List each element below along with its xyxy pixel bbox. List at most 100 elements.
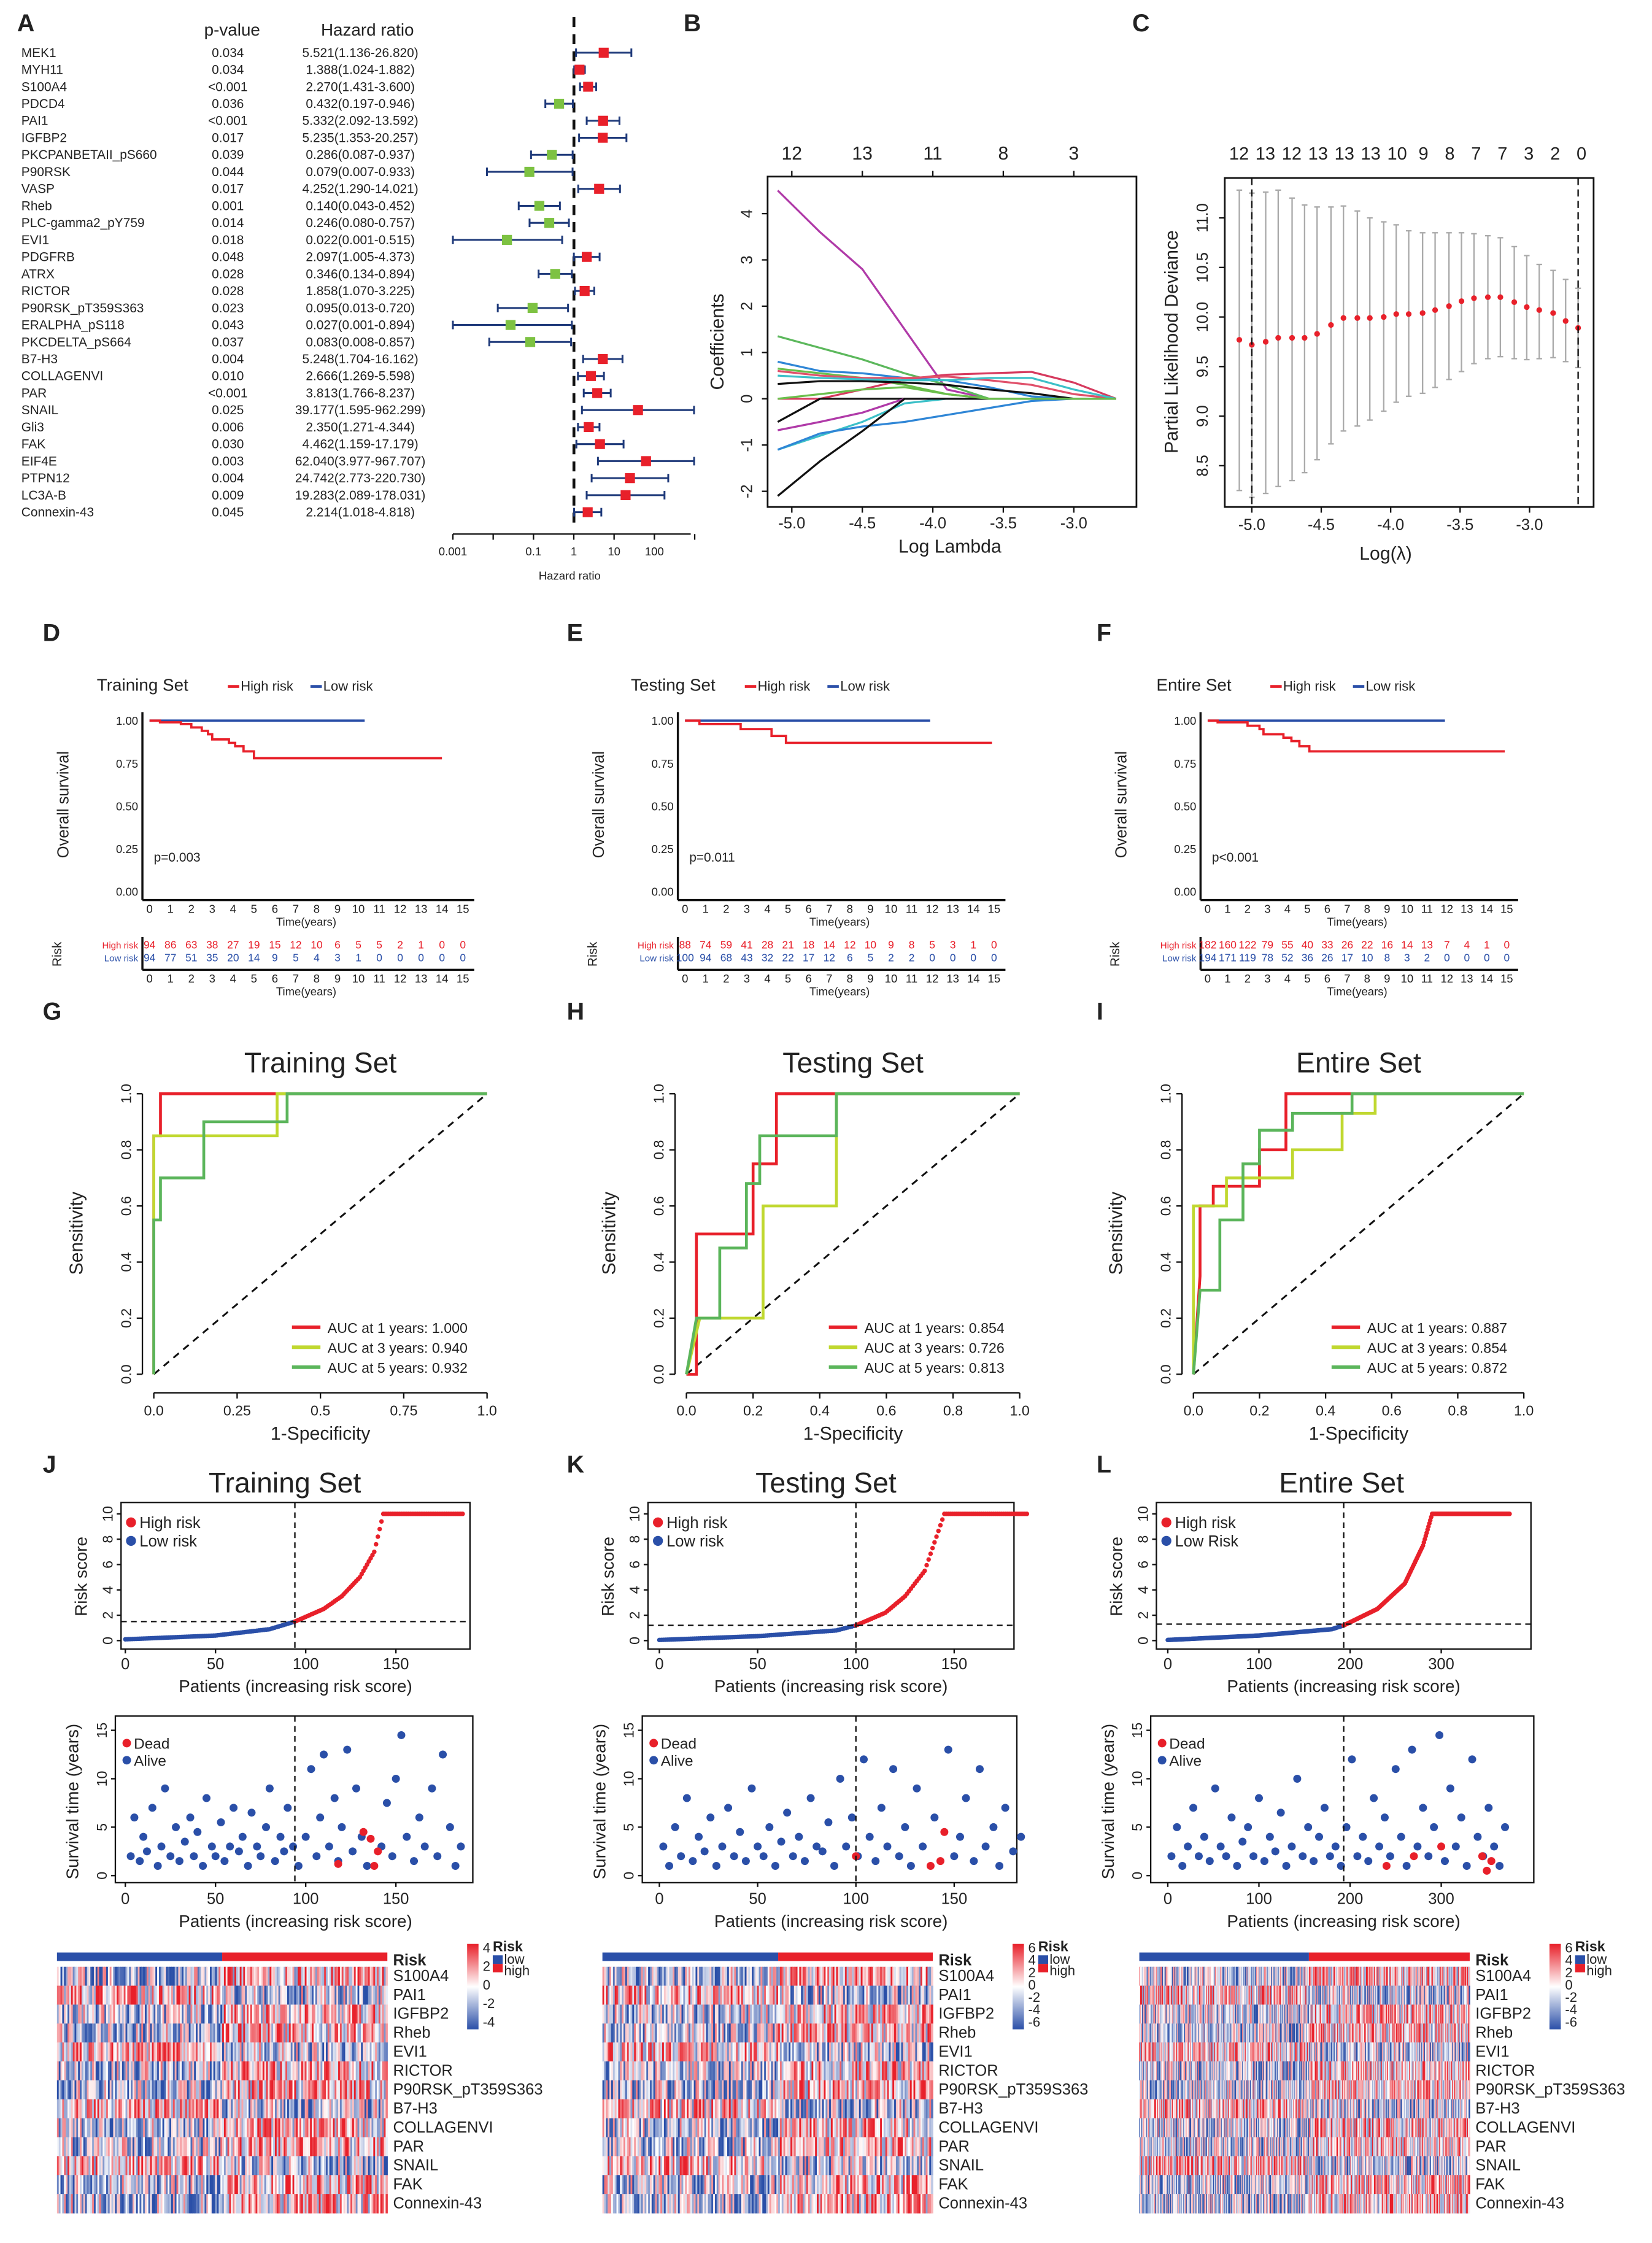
heatmap-cell	[56, 2080, 60, 2100]
risk-count: 5	[376, 939, 382, 951]
heatmap-cell	[250, 2004, 253, 2025]
heatmap-cell	[148, 1966, 151, 1986]
heatmap-cell	[378, 2023, 381, 2043]
heatmap-cell	[338, 2080, 341, 2100]
heatmap-cell	[72, 2023, 75, 2043]
heatmap-cell	[247, 2061, 249, 2081]
risk-x-tick-label: 1	[1224, 972, 1230, 985]
heatmap-cell	[373, 2061, 376, 2081]
heatmap-cell	[324, 1985, 326, 2006]
heatmap-cell	[129, 2004, 131, 2025]
risk-x-tick-label: 4	[1284, 972, 1291, 985]
heatmap-cell	[375, 2023, 377, 2043]
heatmap-cell	[113, 2023, 116, 2043]
heatmap-cell	[223, 2042, 226, 2062]
heatmap-cell	[233, 1985, 235, 2006]
x-tick-label: 12	[394, 903, 407, 916]
heatmap-cell	[145, 2099, 147, 2119]
heatmap-cell	[229, 2042, 232, 2062]
heatmap-cell	[338, 2023, 341, 2043]
heatmap-cell	[290, 2004, 293, 2025]
y-tick-label: 0	[621, 1872, 637, 1880]
alive-point	[343, 1745, 352, 1754]
heatmap-cell	[371, 1966, 374, 1986]
alive-point	[180, 1837, 189, 1846]
heatmap-cell	[152, 2061, 155, 2081]
heatmap-cell	[143, 2080, 145, 2100]
heatmap-cell	[288, 2080, 291, 2100]
heatmap-cell	[56, 2023, 60, 2043]
heatmap-cell	[299, 2080, 302, 2100]
alive-point	[877, 1804, 886, 1812]
heatmap-cell	[364, 2023, 367, 2043]
heatmap-cell	[290, 1966, 293, 1986]
heatmap-cell	[74, 1985, 77, 2006]
risk-count: 21	[782, 939, 793, 951]
row-p-value: 0.003	[212, 454, 244, 468]
heatmap-cell	[368, 2061, 371, 2081]
heatmap-cell	[385, 2099, 388, 2119]
heatmap-cell	[209, 2080, 212, 2100]
heatmap-cell	[377, 1985, 379, 2006]
alive-point	[148, 1804, 156, 1812]
heatmap-cell	[308, 2023, 311, 2043]
alive-point	[830, 1861, 839, 1870]
heatmap-cell	[118, 2042, 121, 2062]
heatmap-cell	[239, 2061, 242, 2081]
heatmap-cell	[208, 2004, 210, 2025]
x-tick-label: 13	[1461, 903, 1473, 916]
heatmap-cell	[123, 1966, 126, 1986]
x-tick-label: 0	[1205, 903, 1211, 916]
row-p-value: 0.010	[212, 369, 244, 384]
heatmap-cell	[88, 2023, 91, 2043]
heatmap-cell	[257, 2004, 260, 2025]
alive-point	[190, 1852, 198, 1861]
heatmap-cell	[111, 1985, 114, 2006]
heatmap-cell	[168, 2061, 170, 2081]
heatmap-cell	[171, 2080, 174, 2100]
heatmap-cell	[127, 1985, 129, 2006]
heatmap-cell	[56, 2061, 60, 2081]
heatmap-row-label: RICTOR	[393, 2062, 453, 2079]
heatmap-cell	[350, 2042, 353, 2062]
heatmap-cell	[355, 2004, 358, 2025]
heatmap-cell	[148, 2042, 151, 2062]
panel-label: I	[1097, 998, 1103, 1025]
alive-point	[420, 1842, 429, 1851]
heatmap-cell	[87, 2004, 90, 2025]
heatmap-cell	[148, 1985, 151, 2006]
heatmap-cell	[125, 2061, 128, 2081]
heatmap-cell	[150, 2061, 153, 2081]
heatmap-cell	[255, 2042, 258, 2062]
alive-point	[665, 1861, 673, 1870]
heatmap-cell	[294, 1966, 297, 1986]
heatmap-cell	[201, 2099, 204, 2119]
risk-table-label: Risk	[1108, 941, 1122, 967]
heatmap-cell	[201, 1985, 204, 2006]
heatmap-cell	[220, 2080, 223, 2100]
y-tick-label: 10.0	[1194, 302, 1211, 333]
heatmap-cell	[339, 2080, 342, 2100]
heatmap-cell	[183, 2080, 186, 2100]
heatmap-cell	[81, 1985, 84, 2006]
heatmap-cell	[139, 1985, 142, 2006]
alive-point	[439, 1750, 447, 1759]
heatmap-cell	[107, 2099, 110, 2119]
heatmap-cell	[215, 1966, 218, 1986]
y-tick-label: 0.75	[652, 757, 674, 770]
heatmap-row-label: PAI1	[393, 1986, 426, 2004]
alive-point	[349, 1847, 357, 1856]
hr-point	[598, 353, 608, 365]
heatmap-cell	[164, 2080, 167, 2100]
heatmap-cell	[292, 2042, 295, 2062]
heatmap-cell	[174, 2004, 177, 2025]
heatmap-cell	[164, 2023, 167, 2043]
heatmap-cell	[227, 2042, 230, 2062]
heatmap-cell	[278, 1985, 281, 2006]
heatmap-cell	[194, 1985, 196, 2006]
heatmap-cell	[131, 2042, 133, 2062]
heatmap-cell	[146, 2061, 149, 2081]
heatmap-cell	[327, 2042, 330, 2062]
y-tick-label: 10	[99, 1506, 115, 1522]
y-tick-label: 0.25	[116, 843, 138, 855]
